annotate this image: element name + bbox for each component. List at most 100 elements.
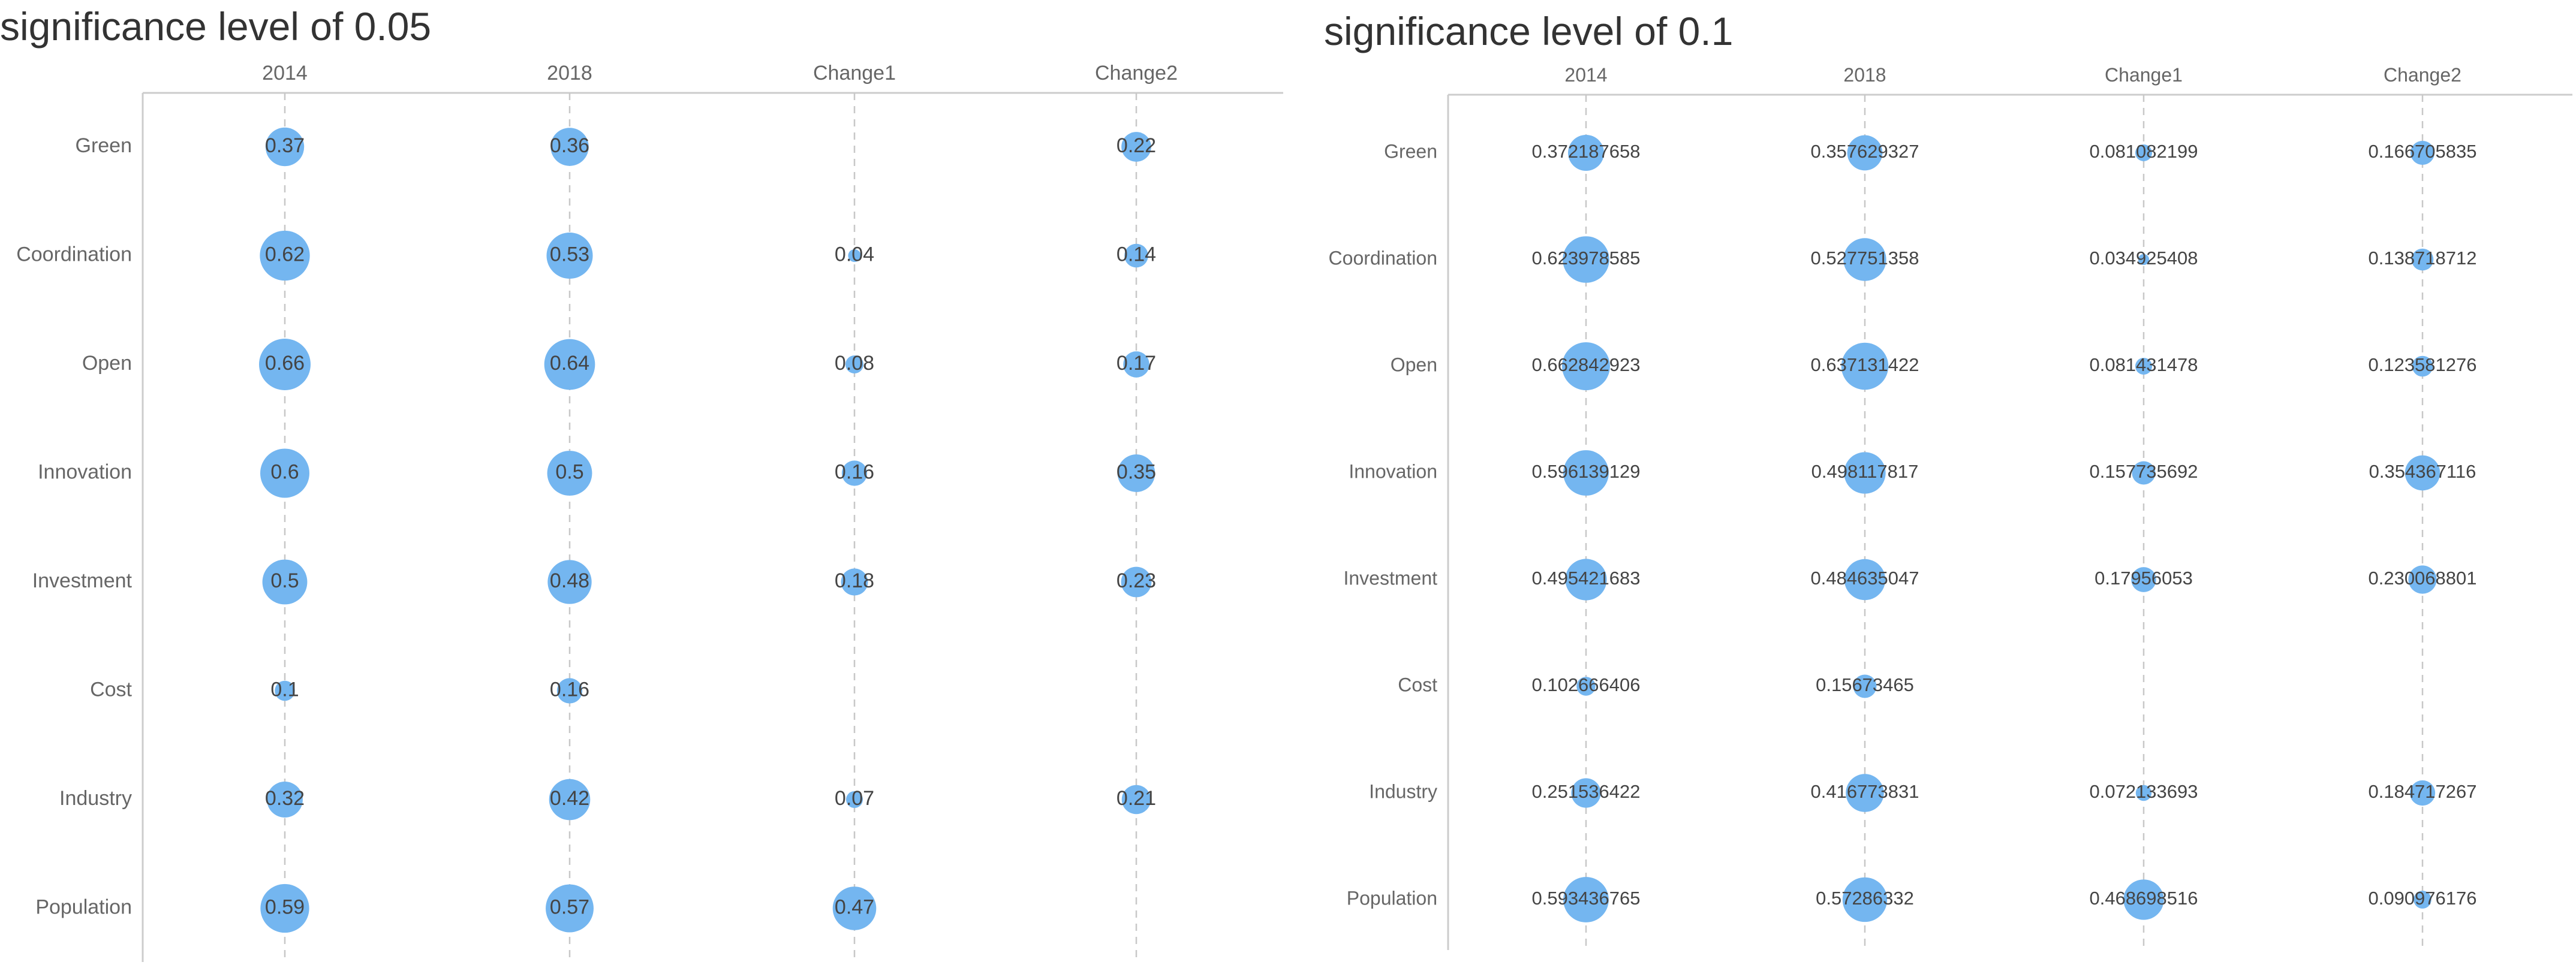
bubble-value-label: 0.32 xyxy=(265,787,305,810)
bubble-population-change1 xyxy=(832,886,877,930)
bubble-industry-2018 xyxy=(549,779,591,821)
bubble-coordination-2014 xyxy=(1563,236,1609,283)
bubble-investment-change1 xyxy=(841,568,868,596)
bubble-open-change2 xyxy=(1123,351,1149,378)
bubble-value-label: 0.593436765 xyxy=(1531,888,1640,909)
bubble-coordination-2014 xyxy=(260,230,310,281)
bubble-value-label: 0.37 xyxy=(265,134,305,157)
bubble-industry-2014 xyxy=(1571,778,1601,808)
bubble-innovation-2014 xyxy=(260,448,309,498)
y-tick-label: Industry xyxy=(1369,780,1437,802)
bubble-green-2018 xyxy=(1847,135,1883,171)
chart-panel-right: significance level of 0.1 2014 2018 Change… xyxy=(1319,0,2576,971)
bubble-value-label: 0.59 xyxy=(265,895,305,918)
bubble-value-label: 0.42 xyxy=(550,787,589,810)
bubble-innovation-change2 xyxy=(1117,454,1155,492)
bubble-value-label: 0.21 xyxy=(1117,787,1156,810)
bubble-green-change2 xyxy=(1121,132,1151,162)
bubble-open-2018 xyxy=(1841,342,1889,390)
bubble-innovation-change1 xyxy=(841,460,868,486)
bubble-value-label: 0.23 xyxy=(1117,569,1156,592)
bubble-value-label: 0.64 xyxy=(550,352,589,375)
bubble-cost-2014 xyxy=(1576,677,1596,696)
x-tick-label: 2018 xyxy=(1843,64,1886,86)
bubble-investment-2014 xyxy=(1565,559,1607,601)
bubble-industry-change1 xyxy=(2135,785,2152,801)
bubble-population-change1 xyxy=(2123,879,2164,920)
bubble-value-label: 0.5 xyxy=(555,460,583,483)
bubble-open-2014 xyxy=(1562,342,1610,390)
bubble-value-label: 0.18 xyxy=(835,569,874,592)
x-tick-label: 2018 xyxy=(547,62,592,85)
bubble-value-label: 0.637131422 xyxy=(1810,354,1919,375)
bubble-open-2014 xyxy=(259,339,311,390)
bubble-value-label: 0.123581276 xyxy=(2368,354,2476,375)
bubble-green-change2 xyxy=(2410,140,2435,165)
bubble-green-2014 xyxy=(1568,135,1604,171)
x-tick-label: Change2 xyxy=(1095,62,1178,85)
bubble-value-label: 0.62 xyxy=(265,243,305,266)
bubble-value-label: 0.102666406 xyxy=(1531,674,1640,695)
bubble-value-label: 0.251536422 xyxy=(1531,781,1640,802)
bubble-open-change1 xyxy=(845,355,863,373)
bubble-innovation-change2 xyxy=(2405,455,2440,491)
bubble-value-label: 0.495421683 xyxy=(1531,568,1640,589)
bubble-value-label: 0.17956053 xyxy=(2094,568,2193,589)
bubble-industry-change1 xyxy=(845,791,863,809)
bubble-value-label: 0.357629327 xyxy=(1810,141,1919,162)
y-tick-label: Industry xyxy=(59,787,132,810)
bubble-industry-change2 xyxy=(2409,780,2436,806)
y-tick-label: Innovation xyxy=(1349,460,1437,482)
y-tick-label: Population xyxy=(35,895,132,918)
bubble-coordination-change2 xyxy=(1124,243,1148,268)
x-tick-label: 2014 xyxy=(1564,64,1607,86)
bubble-coordination-change2 xyxy=(2411,248,2434,271)
y-tick-label: Cost xyxy=(90,678,132,701)
bubble-investment-2018 xyxy=(547,560,592,604)
bubble-value-label: 0.372187658 xyxy=(1531,141,1640,162)
bubble-population-2014 xyxy=(260,883,309,933)
bubble-value-label: 0.090976176 xyxy=(2368,888,2476,909)
bubble-industry-2018 xyxy=(1846,774,1884,812)
y-tick-label: Green xyxy=(76,134,133,157)
bubble-value-label: 0.53 xyxy=(550,243,589,266)
bubble-value-label: 0.17 xyxy=(1117,352,1156,375)
bubble-coordination-2018 xyxy=(546,232,593,279)
bubble-value-label: 0.57286332 xyxy=(1816,888,1914,909)
bubble-population-change2 xyxy=(2414,891,2431,909)
bubble-industry-change2 xyxy=(1121,785,1151,815)
bubble-value-label: 0.527751358 xyxy=(1810,248,1919,269)
bubble-innovation-2018 xyxy=(1844,452,1886,494)
y-tick-label: Innovation xyxy=(38,460,132,483)
bubble-innovation-2018 xyxy=(547,451,592,496)
bubble-green-change1 xyxy=(2135,144,2152,161)
bubble-investment-2018 xyxy=(1844,559,1886,601)
bubble-cost-2014 xyxy=(275,680,295,701)
y-tick-label: Coordination xyxy=(1329,247,1437,269)
bubble-value-label: 0.081082199 xyxy=(2089,141,2198,162)
x-tick-label: Change2 xyxy=(2384,64,2461,86)
bubble-value-label: 0.14 xyxy=(1117,243,1156,266)
bubble-value-label: 0.5 xyxy=(270,569,299,592)
bubble-value-label: 0.35 xyxy=(1117,460,1156,483)
bubble-population-2018 xyxy=(546,884,594,933)
bubble-green-2018 xyxy=(550,128,589,166)
bubble-innovation-2014 xyxy=(1563,450,1609,496)
y-tick-label: Coordination xyxy=(16,243,132,266)
bubble-green-2014 xyxy=(265,127,305,167)
bubble-value-label: 0.08 xyxy=(835,352,874,375)
bubble-population-2014 xyxy=(1563,877,1609,922)
chart-panel-left: significance level of 0.05 2014 2018 Chang… xyxy=(0,4,1283,962)
bubble-coordination-2018 xyxy=(1843,238,1886,281)
bubble-value-label: 0.16 xyxy=(550,678,589,701)
chart-title: significance level of 0.1 xyxy=(1324,9,1734,53)
bubble-value-label: 0.36 xyxy=(550,134,589,157)
bubble-coordination-change1 xyxy=(2138,254,2150,266)
bubble-chart-right: 2014 2018 Change1 Change2 Green Coordination O… xyxy=(1329,64,2572,950)
bubble-population-2018 xyxy=(1842,877,1888,922)
bubble-open-2018 xyxy=(544,339,595,390)
bubble-value-label: 0.04 xyxy=(835,243,874,266)
bubble-open-change1 xyxy=(2135,357,2153,375)
bubble-industry-2014 xyxy=(267,782,303,818)
bubble-value-label: 0.47 xyxy=(835,895,874,918)
